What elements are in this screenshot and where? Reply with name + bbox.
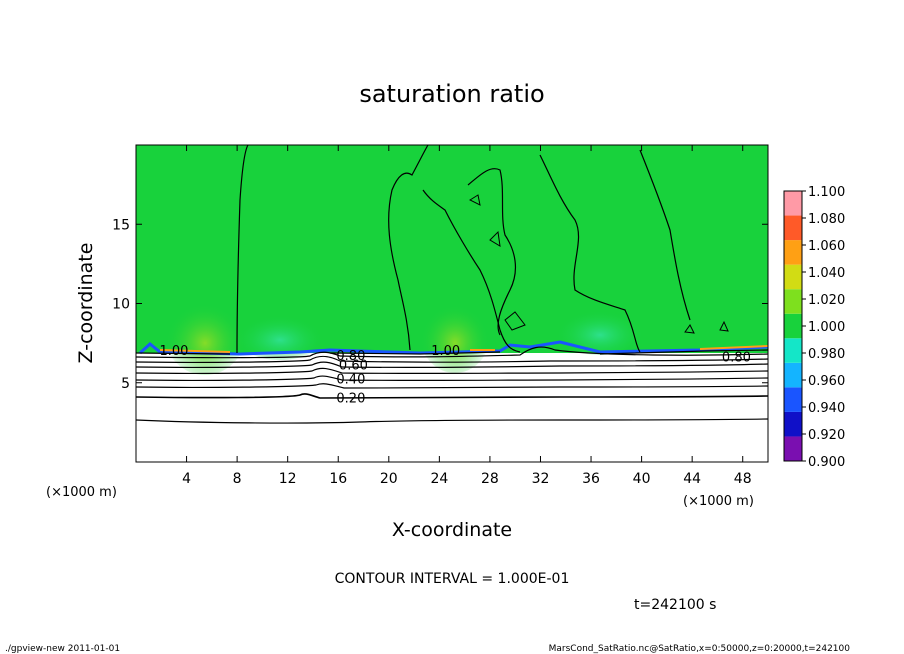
colorbar-swatch — [784, 436, 802, 461]
x-tick-label: 8 — [233, 471, 242, 487]
colorbar-swatch — [784, 387, 802, 412]
fill-cyanish-left — [235, 310, 325, 360]
colorbar-label: 1.020 — [808, 293, 845, 308]
x-tick-label: 28 — [481, 471, 499, 487]
x-tick-label: 20 — [380, 471, 398, 487]
x-axis-label: X-coordinate — [392, 519, 512, 541]
contour-label: 1.00 — [431, 344, 460, 359]
contour-label: 0.80 — [336, 349, 365, 364]
contour-label: 0.60 — [339, 358, 368, 373]
colorbar-label: 0.900 — [808, 455, 845, 470]
y-axis-unit: (×1000 m) — [46, 485, 117, 500]
x-tick-label: 40 — [633, 471, 651, 487]
colorbar-label: 1.080 — [808, 212, 845, 227]
contour-label: 0.40 — [336, 373, 365, 388]
contour-label: 0.20 — [336, 392, 365, 407]
x-tick-label: 36 — [582, 471, 600, 487]
contour-interval: CONTOUR INTERVAL = 1.000E-01 — [335, 571, 570, 587]
x-tick-label: 12 — [279, 471, 297, 487]
fill-boundary-blue — [138, 340, 768, 356]
x-axis-unit: (×1000 m) — [683, 494, 754, 509]
colorbar-label: 1.060 — [808, 239, 845, 254]
chart-title: saturation ratio — [359, 80, 544, 108]
footer-right: MarsCond_SatRatio.nc@SatRatio,x=0:50000,… — [549, 644, 851, 654]
x-tick-label: 48 — [734, 471, 752, 487]
contour-label: 0.80 — [722, 350, 751, 365]
fill-cyanish-right — [555, 305, 645, 355]
colorbar-label: 1.040 — [808, 266, 845, 281]
colorbar-label: 1.100 — [808, 185, 845, 200]
colorbar-label: 0.980 — [808, 347, 845, 362]
colorbar-swatch — [784, 264, 802, 290]
colorbar-swatch — [784, 191, 802, 216]
x-axis-ticks: 4 8 12 16 20 24 28 32 36 40 44 48 — [182, 145, 752, 487]
contour-label: 1.00 — [159, 344, 188, 359]
colorbar-label: 1.000 — [808, 320, 845, 335]
colorbar-swatch — [784, 362, 802, 388]
plot-area: 1.00 0.800.600.400.201.00 0.80 — [136, 145, 768, 462]
colorbar-swatch — [784, 289, 802, 314]
colorbar-label: 0.960 — [808, 374, 845, 389]
colorbar-swatch — [784, 338, 802, 363]
x-tick-label: 24 — [430, 471, 448, 487]
contour-lines — [136, 145, 768, 424]
contour-labels: 1.00 0.800.600.400.201.00 0.80 — [159, 344, 751, 407]
x-tick-label: 32 — [532, 471, 550, 487]
x-tick-label: 4 — [182, 471, 191, 487]
x-tick-label: 16 — [329, 471, 347, 487]
colorbar: 1.100 1.080 1.060 1.040 1.020 1.000 0.980 0.960… — [783, 185, 845, 470]
y-tick-label: 15 — [112, 217, 130, 233]
y-tick-label: 5 — [121, 376, 130, 392]
colorbar-swatch — [784, 411, 802, 437]
colorbar-swatch — [784, 313, 802, 339]
y-axis-ticks: 5 10 15 — [112, 217, 768, 392]
colorbar-swatch — [784, 240, 802, 265]
colorbar-label: 0.940 — [808, 401, 845, 416]
fill-bulge-left — [165, 295, 245, 375]
colorbar-label: 0.920 — [808, 428, 845, 443]
footer-left: ./gpview-new 2011-01-01 — [5, 644, 120, 654]
time-label: t=242100 s — [634, 597, 716, 613]
y-axis-label: Z-coordinate — [75, 243, 97, 364]
y-tick-label: 10 — [112, 297, 130, 313]
colorbar-swatch — [784, 215, 802, 241]
contour-islands — [468, 194, 729, 334]
fill-boundary-orange — [159, 345, 768, 353]
x-tick-label: 44 — [683, 471, 701, 487]
